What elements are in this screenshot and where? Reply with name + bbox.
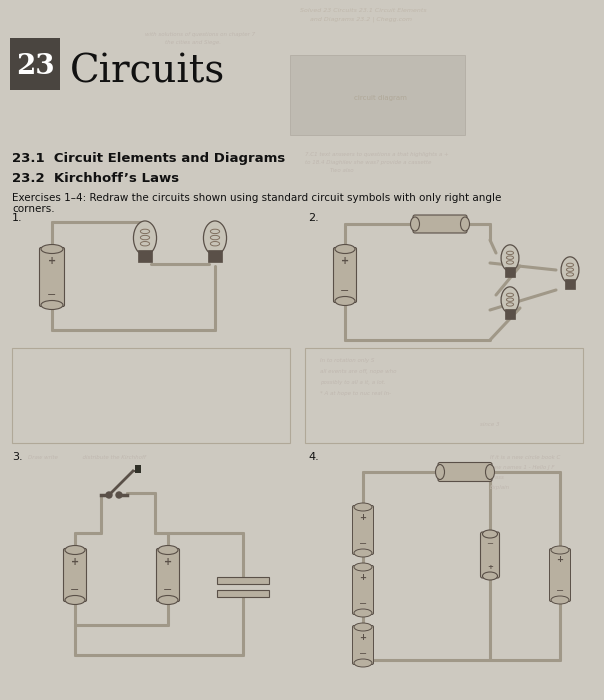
FancyBboxPatch shape [156,549,179,601]
FancyBboxPatch shape [481,532,500,578]
Ellipse shape [116,492,122,498]
Text: 4.: 4. [308,452,319,462]
Ellipse shape [551,596,569,604]
Bar [138,250,152,262]
Bar [565,279,575,288]
Text: the cities and Siege.: the cities and Siege. [165,40,221,45]
Bar [208,250,222,262]
Ellipse shape [335,244,355,253]
Ellipse shape [354,563,372,571]
Text: 23.1  Circuit Elements and Diagrams: 23.1 Circuit Elements and Diagrams [12,152,285,165]
Bar [135,465,141,473]
Ellipse shape [501,287,519,313]
Ellipse shape [411,217,420,231]
FancyBboxPatch shape [290,55,465,135]
Text: since 3: since 3 [480,422,500,427]
Text: +: + [48,256,56,266]
FancyBboxPatch shape [413,215,467,233]
Text: all events are off, nope who: all events are off, nope who [320,369,396,374]
Ellipse shape [486,465,495,480]
Ellipse shape [65,545,85,554]
Text: 23.2  Kirchhoff’s Laws: 23.2 Kirchhoff’s Laws [12,172,179,185]
Text: 7.C1 text answers to questions a that highlights a +: 7.C1 text answers to questions a that hi… [305,152,449,157]
Ellipse shape [561,257,579,284]
Ellipse shape [483,572,498,580]
Ellipse shape [354,623,372,631]
Text: +: + [341,256,349,266]
FancyBboxPatch shape [550,549,571,601]
FancyBboxPatch shape [10,38,60,90]
Text: +: + [359,633,367,641]
Text: with solutions of questions on chapter 7: with solutions of questions on chapter 7 [145,32,255,37]
FancyBboxPatch shape [353,505,373,554]
Text: +: + [359,512,367,522]
Text: circuit diagram: circuit diagram [353,95,406,101]
Text: 23: 23 [16,52,54,80]
Bar [505,267,515,276]
Text: −: − [340,286,350,296]
Text: If it is a new circle book C: If it is a new circle book C [490,455,561,460]
Bar [217,590,269,597]
Ellipse shape [41,244,63,253]
Ellipse shape [106,492,112,498]
Ellipse shape [460,217,469,231]
Text: +: + [556,556,564,564]
Text: Solved 23 Circuits 23.1 Circuit Elements: Solved 23 Circuits 23.1 Circuit Elements [300,8,426,13]
Ellipse shape [133,221,156,255]
Ellipse shape [158,596,178,605]
Text: distribute the Kirchhoff: distribute the Kirchhoff [65,455,146,460]
Ellipse shape [551,546,569,554]
Text: possibly to all a it, a lot.: possibly to all a it, a lot. [320,380,385,385]
Text: +: + [164,557,172,567]
FancyBboxPatch shape [438,463,492,482]
Text: 3.: 3. [12,452,22,462]
FancyBboxPatch shape [353,626,373,664]
Text: −: − [486,540,493,549]
Text: Exercises 1–4: Redraw the circuits shown using standard circuit symbols with onl: Exercises 1–4: Redraw the circuits shown… [12,193,501,203]
Bar [217,577,269,584]
Ellipse shape [354,609,372,617]
Text: −: − [359,539,367,549]
FancyBboxPatch shape [39,248,65,307]
Text: Glass: Glass [490,475,505,480]
Ellipse shape [435,465,445,480]
Ellipse shape [204,221,226,255]
Text: Explain: Explain [490,485,510,490]
Text: −: − [70,585,80,595]
Text: Draw write: Draw write [28,455,58,460]
Ellipse shape [158,545,178,554]
Ellipse shape [354,659,372,667]
Text: 2.: 2. [308,213,319,223]
FancyBboxPatch shape [63,549,86,601]
Ellipse shape [354,503,372,511]
Ellipse shape [354,549,372,557]
Text: +: + [71,557,79,567]
FancyBboxPatch shape [353,566,373,615]
Text: and Diagrams 23.2 | Chegg.com: and Diagrams 23.2 | Chegg.com [310,16,412,22]
Text: 1.: 1. [12,213,22,223]
Text: +: + [359,573,367,582]
Ellipse shape [335,297,355,305]
Text: −: − [47,290,57,300]
Text: −: − [163,585,173,595]
Text: In to rotation only S: In to rotation only S [320,358,374,363]
Ellipse shape [483,530,498,538]
Text: −: − [359,649,367,659]
Text: −: − [556,586,564,596]
FancyBboxPatch shape [333,248,356,302]
Text: Circuits: Circuits [70,53,225,90]
Text: Two also: Two also [330,168,353,173]
Text: new names 1 - Hello J F: new names 1 - Hello J F [490,465,554,470]
Ellipse shape [501,245,519,271]
Text: −: − [359,599,367,609]
Bar [505,309,515,318]
Ellipse shape [65,596,85,605]
Text: +: + [487,564,493,570]
Text: to 18.4 Diaghilev she was? provide a cassette: to 18.4 Diaghilev she was? provide a cas… [305,160,431,165]
Ellipse shape [41,300,63,309]
Text: corners.: corners. [12,204,54,214]
Text: * A at hope to nuc real In-: * A at hope to nuc real In- [320,391,391,396]
